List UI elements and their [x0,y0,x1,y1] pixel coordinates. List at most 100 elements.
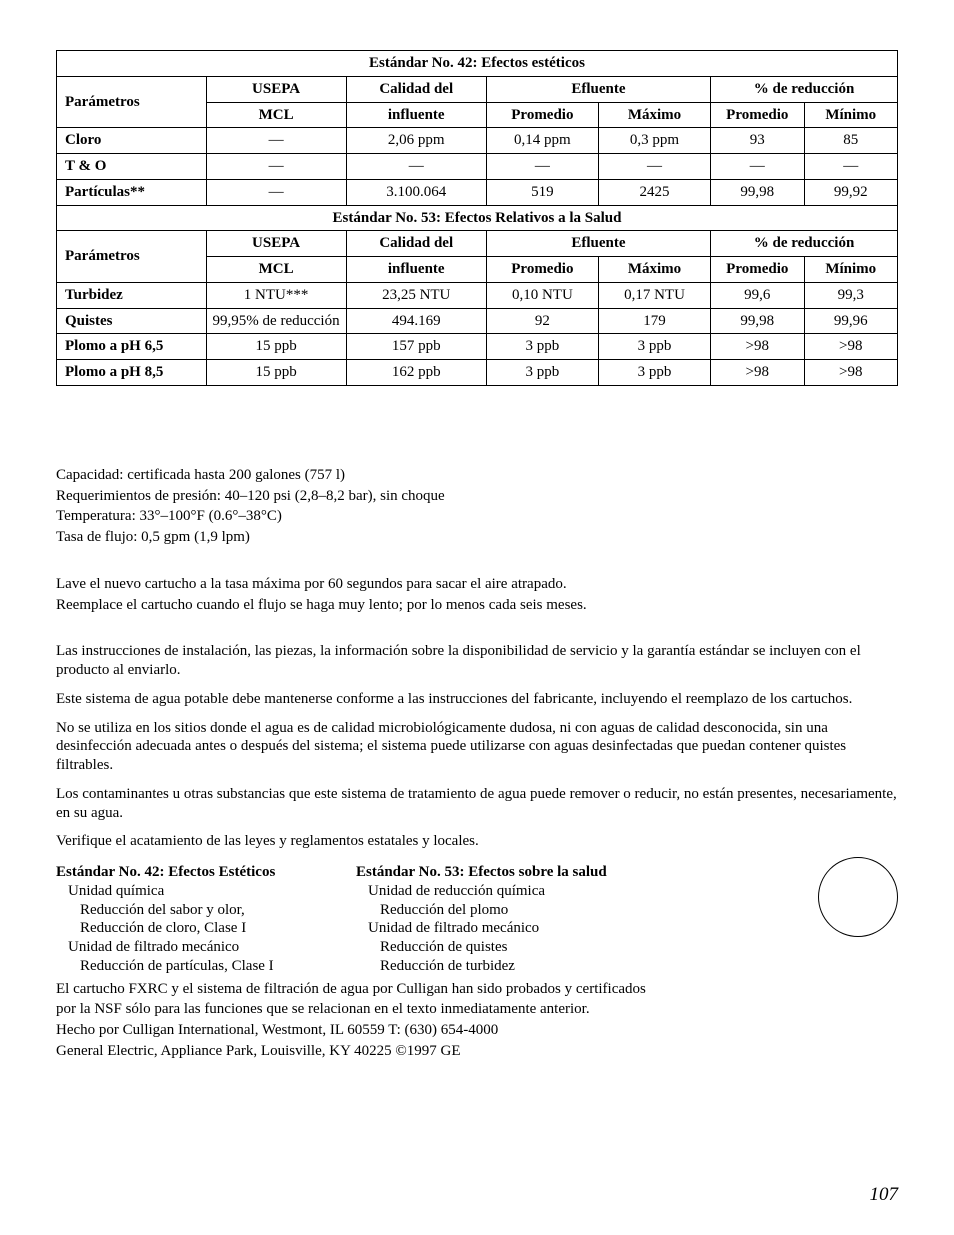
std-line: Reducción del plomo [356,901,696,920]
col-efluente: Efluente [486,76,710,102]
col-calidad-2-53: influente [346,257,486,283]
table-cell: 99,6 [711,282,804,308]
table-cell: 179 [598,308,710,334]
table-cell: Turbidez [57,282,207,308]
col-reduccion: % de reducción [711,76,898,102]
col-usepa-1: USEPA [206,76,346,102]
table-cell: 3 ppb [486,334,598,360]
table-cell: — [804,154,898,180]
table-cell: 2,06 ppm [346,128,486,154]
text-line: Este sistema de agua potable debe manten… [56,690,898,709]
table-cell: Partículas** [57,179,207,205]
col-parametros: Parámetros [57,76,207,128]
col-calidad-1: Calidad del [346,76,486,102]
table53-title: Estándar No. 53: Efectos Relativos a la … [57,205,898,231]
table-cell: 162 ppb [346,360,486,386]
table-cell: — [598,154,710,180]
table53-title-row: Estándar No. 53: Efectos Relativos a la … [57,205,898,231]
instructions-block: Lave el nuevo cartucho a la tasa máxima … [56,575,898,615]
text-line: Temperatura: 33°–100°F (0.6°–38°C) [56,507,898,526]
std-line: Unidad de filtrado mecánico [56,938,356,957]
table-cell: Quistes [57,308,207,334]
std42-title: Estándar No. 42: Efectos Estéticos [56,863,356,882]
col-parametros-53: Parámetros [57,231,207,283]
col-efluente-53: Efluente [486,231,710,257]
page-number: 107 [870,1183,899,1207]
table-cell: — [486,154,598,180]
table-cell: >98 [804,360,898,386]
table-row: T & O—————— [57,154,898,180]
col-usepa-1-53: USEPA [206,231,346,257]
col-efl-prom: Promedio [486,102,598,128]
text-line: Reemplace el cartucho cuando el flujo se… [56,596,898,615]
std-line: Reducción del sabor y olor, [56,901,356,920]
table42-title: Estándar No. 42: Efectos estéticos [57,51,898,77]
col-calidad-1-53: Calidad del [346,231,486,257]
table-cell: 85 [804,128,898,154]
table-cell: 157 ppb [346,334,486,360]
table-cell: 494.169 [346,308,486,334]
text-line: Capacidad: certificada hasta 200 galones… [56,466,898,485]
table-cell: 0,14 ppm [486,128,598,154]
std-line: Reducción de partículas, Clase I [56,957,356,976]
std-line: Unidad química [56,882,356,901]
col-red-prom-53: Promedio [711,257,804,283]
standards-table: Estándar No. 42: Efectos estéticos Parám… [56,50,898,386]
col-red-min: Mínimo [804,102,898,128]
text-line: Verifique el acatamiento de las leyes y … [56,832,898,851]
text-line: Las instrucciones de instalación, las pi… [56,642,898,680]
table-cell: 99,98 [711,308,804,334]
table-row: Turbidez1 NTU***23,25 NTU0,10 NTU0,17 NT… [57,282,898,308]
table-cell: 0,10 NTU [486,282,598,308]
specs-block: Capacidad: certificada hasta 200 galones… [56,466,898,547]
col-efl-max-53: Máximo [598,257,710,283]
table-cell: 23,25 NTU [346,282,486,308]
std-line: Unidad de reducción química [356,882,696,901]
text-line: Los contaminantes u otras substancias qu… [56,785,898,823]
std-line: Unidad de filtrado mecánico [356,919,696,938]
table-cell: 0,17 NTU [598,282,710,308]
table-cell: >98 [711,334,804,360]
text-line: No se utiliza en los sitios donde el agu… [56,719,898,775]
table-cell: — [346,154,486,180]
text-line: Requerimientos de presión: 40–120 psi (2… [56,487,898,506]
col-usepa-2-53: MCL [206,257,346,283]
table53-header-row-1: Parámetros USEPA Calidad del Efluente % … [57,231,898,257]
col-red-min-53: Mínimo [804,257,898,283]
text-line: Hecho por Culligan International, Westmo… [56,1021,898,1040]
table-cell: 1 NTU*** [206,282,346,308]
col-efl-max: Máximo [598,102,710,128]
table-cell: Plomo a pH 8,5 [57,360,207,386]
std-line: Reducción de cloro, Clase I [56,919,356,938]
table-cell: — [206,179,346,205]
text-line: Lave el nuevo cartucho a la tasa máxima … [56,575,898,594]
table-cell: 99,96 [804,308,898,334]
footer-block: El cartucho FXRC y el sistema de filtrac… [56,980,898,1061]
std53-column: Estándar No. 53: Efectos sobre la salud … [356,863,696,976]
text-line: General Electric, Appliance Park, Louisv… [56,1042,898,1061]
table-cell: 15 ppb [206,334,346,360]
table-cell: 0,3 ppm [598,128,710,154]
table-row: Plomo a pH 8,515 ppb162 ppb3 ppb3 ppb>98… [57,360,898,386]
table-cell: 99,95% de reducción [206,308,346,334]
table-cell: 3 ppb [598,360,710,386]
table42-title-row: Estándar No. 42: Efectos estéticos [57,51,898,77]
text-line: Tasa de flujo: 0,5 gpm (1,9 lpm) [56,528,898,547]
table42-header-row-1: Parámetros USEPA Calidad del Efluente % … [57,76,898,102]
certification-circle-icon [818,857,898,937]
col-usepa-2: MCL [206,102,346,128]
col-calidad-2: influente [346,102,486,128]
table-cell: — [206,128,346,154]
notes-block: Las instrucciones de instalación, las pi… [56,642,898,851]
table-cell: 3 ppb [598,334,710,360]
table-cell: 2425 [598,179,710,205]
table-cell: Cloro [57,128,207,154]
table-cell: T & O [57,154,207,180]
table-cell: — [206,154,346,180]
text-line: por la NSF sólo para las funciones que s… [56,1000,898,1019]
table-row: Plomo a pH 6,515 ppb157 ppb3 ppb3 ppb>98… [57,334,898,360]
table-cell: 99,3 [804,282,898,308]
std-line: Reducción de quistes [356,938,696,957]
standards-columns: Estándar No. 42: Efectos Estéticos Unida… [56,863,898,976]
text-line: El cartucho FXRC y el sistema de filtrac… [56,980,898,999]
